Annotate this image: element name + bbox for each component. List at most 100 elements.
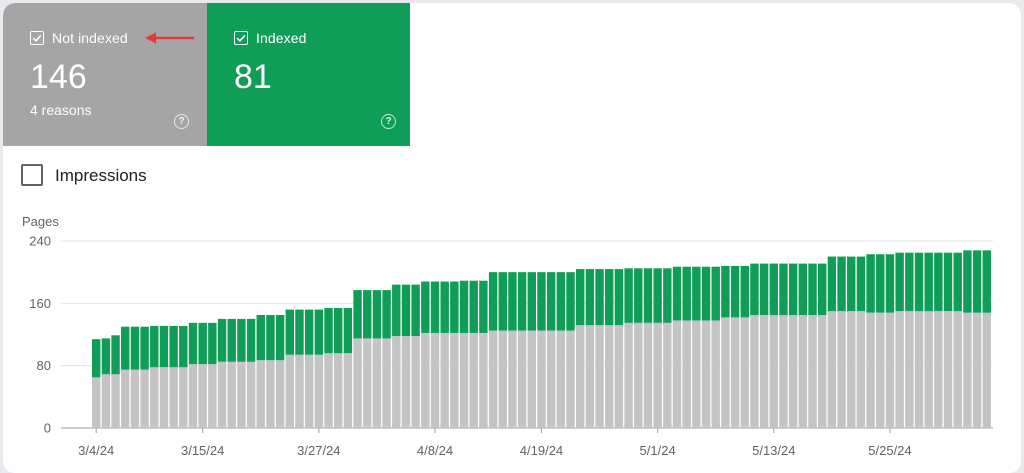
- bar-indexed: [585, 269, 595, 326]
- bar-not-indexed: [566, 330, 575, 428]
- bar-indexed: [876, 254, 885, 313]
- bar-indexed: [266, 315, 275, 361]
- red-arrow-annotation-icon: [145, 32, 194, 44]
- x-tick-label: 3/27/24: [297, 443, 340, 458]
- bar-indexed: [982, 250, 991, 313]
- checkmark-icon: [32, 34, 42, 42]
- help-icon[interactable]: ?: [174, 114, 189, 129]
- bar-not-indexed: [769, 315, 778, 428]
- bar-not-indexed: [121, 369, 130, 428]
- x-tick-label: 5/25/24: [868, 443, 911, 458]
- bar-not-indexed: [227, 361, 236, 428]
- not-indexed-checkbox[interactable]: [30, 31, 44, 45]
- bar-not-indexed: [663, 322, 672, 428]
- bar-not-indexed: [411, 336, 420, 428]
- bar-not-indexed: [343, 353, 353, 428]
- impressions-checkbox[interactable]: [21, 164, 43, 186]
- bar-not-indexed: [217, 361, 227, 428]
- bar-not-indexed: [692, 320, 701, 428]
- bar-indexed: [527, 272, 536, 331]
- x-tick-label: 5/1/24: [640, 443, 676, 458]
- bar-indexed: [401, 284, 411, 337]
- bar-not-indexed: [469, 332, 478, 428]
- y-tick-label: 160: [29, 296, 51, 311]
- bar-not-indexed: [982, 312, 991, 428]
- bar-not-indexed: [440, 332, 449, 428]
- bar-not-indexed: [779, 315, 788, 428]
- x-tick-label: 4/8/24: [417, 443, 453, 458]
- bar-indexed: [304, 309, 314, 355]
- bar-indexed: [285, 309, 294, 355]
- bar-indexed: [556, 272, 566, 331]
- bar-indexed: [827, 256, 837, 312]
- bar-not-indexed: [885, 312, 895, 428]
- bar-not-indexed: [808, 315, 817, 428]
- bar-not-indexed: [382, 338, 391, 428]
- bar-indexed: [421, 281, 430, 333]
- bar-not-indexed: [750, 315, 759, 428]
- bar-indexed: [121, 326, 130, 370]
- bar-not-indexed: [101, 374, 111, 428]
- bar-not-indexed: [605, 325, 614, 428]
- bar-indexed: [159, 325, 169, 368]
- not-indexed-reasons: 4 reasons: [30, 102, 92, 118]
- bar-not-indexed: [634, 322, 643, 428]
- bar-indexed: [469, 280, 478, 333]
- bar-indexed: [769, 263, 778, 316]
- bar-not-indexed: [740, 317, 749, 428]
- bar-not-indexed: [208, 364, 217, 428]
- bar-not-indexed: [653, 322, 662, 428]
- bar-indexed: [440, 281, 449, 333]
- bar-indexed: [411, 284, 420, 337]
- bar-indexed: [295, 309, 304, 355]
- bar-not-indexed: [150, 367, 159, 428]
- bar-not-indexed: [624, 322, 633, 428]
- bar-indexed: [672, 266, 682, 321]
- bar-not-indexed: [788, 315, 798, 428]
- bar-not-indexed: [130, 369, 140, 428]
- bar-not-indexed: [914, 311, 924, 428]
- bar-indexed: [256, 315, 265, 361]
- bar-indexed: [837, 256, 846, 312]
- bar-indexed: [208, 322, 217, 365]
- bar-not-indexed: [556, 330, 566, 428]
- bar-not-indexed: [595, 325, 604, 428]
- bar-not-indexed: [372, 338, 382, 428]
- bar-indexed: [866, 254, 875, 313]
- y-axis-title: Pages: [22, 214, 59, 229]
- bar-not-indexed: [711, 320, 720, 428]
- bar-not-indexed: [827, 311, 837, 428]
- bar-not-indexed: [953, 311, 962, 428]
- bar-indexed: [856, 256, 866, 312]
- bar-indexed: [818, 263, 827, 316]
- y-tick-label: 80: [37, 358, 51, 373]
- bar-indexed: [246, 318, 256, 362]
- bar-indexed: [895, 252, 904, 312]
- bar-not-indexed: [672, 320, 682, 428]
- bar-indexed: [934, 252, 943, 312]
- bar-not-indexed: [169, 367, 178, 428]
- bar-indexed: [392, 284, 401, 337]
- bar-not-indexed: [488, 330, 498, 428]
- bar-indexed: [605, 269, 614, 326]
- bar-not-indexed: [188, 364, 198, 428]
- bar-indexed: [759, 263, 769, 316]
- indexed-checkbox[interactable]: [234, 31, 248, 45]
- bar-not-indexed: [459, 332, 469, 428]
- bar-indexed: [382, 290, 391, 339]
- indexed-tile[interactable]: Indexed 81 ?: [207, 3, 410, 146]
- bar-not-indexed: [963, 312, 972, 428]
- bar-indexed: [459, 280, 469, 333]
- bar-indexed: [721, 265, 730, 318]
- bar-indexed: [847, 256, 856, 312]
- bar-indexed: [576, 269, 585, 326]
- y-tick-label: 0: [44, 421, 51, 436]
- not-indexed-tile[interactable]: Not indexed 146 4 reasons ?: [3, 3, 207, 146]
- bar-indexed: [498, 272, 507, 331]
- help-icon[interactable]: ?: [381, 114, 396, 129]
- bar-not-indexed: [682, 320, 691, 428]
- bar-indexed: [566, 272, 575, 331]
- bar-not-indexed: [643, 322, 653, 428]
- bar-not-indexed: [527, 330, 536, 428]
- bar-indexed: [508, 272, 517, 331]
